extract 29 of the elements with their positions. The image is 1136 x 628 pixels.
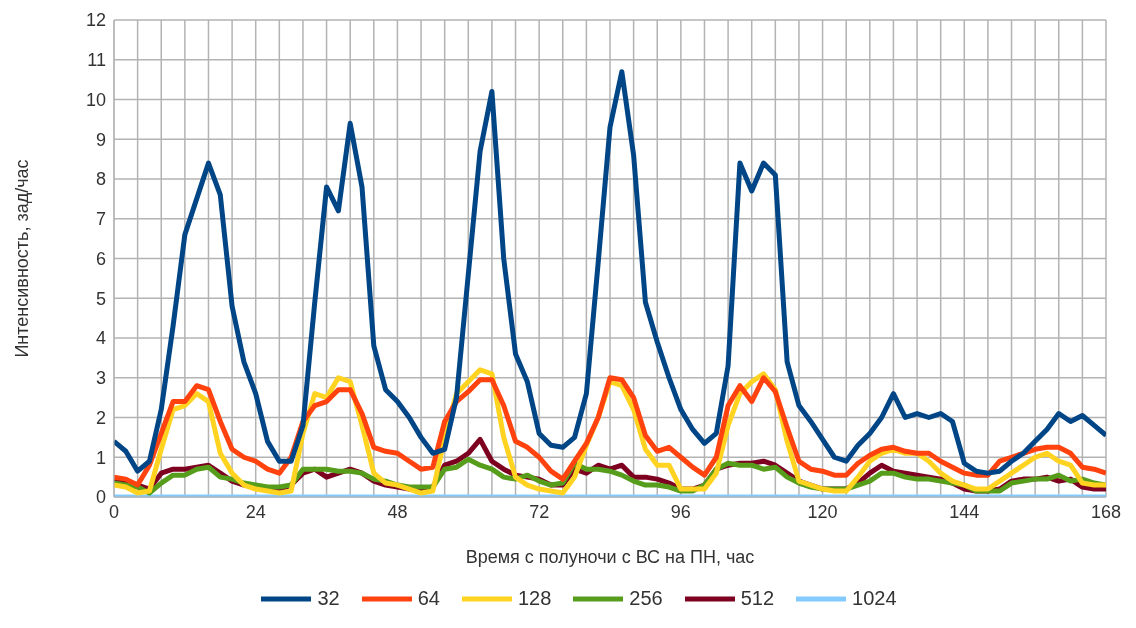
x-tick-label: 96 xyxy=(670,501,691,522)
x-tick-label: 24 xyxy=(245,501,266,522)
y-tick-label: 12 xyxy=(85,10,106,31)
x-tick-label: 0 xyxy=(108,501,120,522)
legend-label: 64 xyxy=(417,587,440,610)
y-tick-label: 5 xyxy=(95,288,106,309)
y-tick-label: 10 xyxy=(85,89,106,110)
x-tick-label: 144 xyxy=(949,501,980,522)
x-axis-title: Время с полуночи с ВС на ПН, час xyxy=(465,547,755,567)
y-tick-label: 2 xyxy=(95,407,106,428)
y-tick-label: 9 xyxy=(95,129,106,150)
x-tick-label: 168 xyxy=(1090,501,1122,522)
legend-label: 128 xyxy=(517,587,552,610)
y-tick-label: 7 xyxy=(95,209,106,230)
legend-label: 1024 xyxy=(852,587,897,610)
y-tick-label: 4 xyxy=(95,328,106,349)
x-tick-label: 120 xyxy=(807,501,838,522)
legend-label: 256 xyxy=(629,587,663,610)
y-tick-label: 11 xyxy=(87,50,106,71)
y-tick-label: 6 xyxy=(95,248,106,269)
x-tick-label: 72 xyxy=(529,501,550,522)
y-tick-label: 1 xyxy=(95,447,106,468)
y-tick-label: 3 xyxy=(95,368,106,389)
y-tick-label: 0 xyxy=(95,487,106,508)
y-axis-title: Интенсивность, зад/час xyxy=(12,159,33,358)
x-tick-label: 48 xyxy=(387,501,408,522)
y-tick-label: 8 xyxy=(95,169,106,190)
legend-label: 32 xyxy=(317,587,340,610)
legend-label: 512 xyxy=(740,587,775,610)
